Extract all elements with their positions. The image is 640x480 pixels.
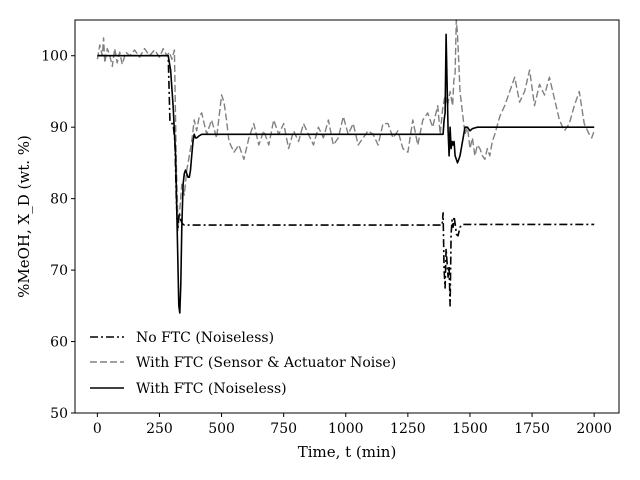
ticks: 0 250 500 750 1000 1250 1500 1750 2000 50 60 70 80 90…	[41, 49, 612, 437]
x-tick-label: 1000	[328, 421, 364, 437]
y-tick-label: 100	[41, 49, 68, 65]
y-tick-label: 70	[50, 263, 68, 279]
x-axis-label: Time, t (min)	[298, 443, 397, 461]
x-tick-label: 1750	[514, 421, 550, 437]
x-tick-label: 2000	[576, 421, 612, 437]
x-tick-label: 0	[93, 421, 102, 437]
y-tick-label: 60	[50, 335, 68, 351]
y-tick-label: 50	[50, 406, 68, 422]
series-line-no-ftc	[97, 54, 595, 307]
plot-area	[96, 19, 595, 314]
x-tick-label: 1500	[452, 421, 488, 437]
x-tick-label: 1250	[390, 421, 426, 437]
legend-label-ftc-noiseless: With FTC (Noiseless)	[136, 381, 287, 397]
axes-frame	[74, 19, 620, 414]
y-axis-label: %MeOH, X_D (wt. %)	[15, 135, 33, 298]
x-tick-label: 500	[208, 421, 235, 437]
x-tick-label: 250	[146, 421, 173, 437]
legend-label-ftc-noise: With FTC (Sensor & Actuator Noise)	[136, 355, 396, 371]
legend: No FTC (Noiseless) With FTC (Sensor & Ac…	[90, 330, 396, 397]
y-tick-label: 90	[50, 120, 68, 136]
y-tick-label: 80	[50, 192, 68, 208]
series-line-ftc-noiseless	[97, 33, 595, 314]
x-tick-label: 750	[270, 421, 297, 437]
legend-label-no-ftc: No FTC (Noiseless)	[136, 330, 274, 346]
